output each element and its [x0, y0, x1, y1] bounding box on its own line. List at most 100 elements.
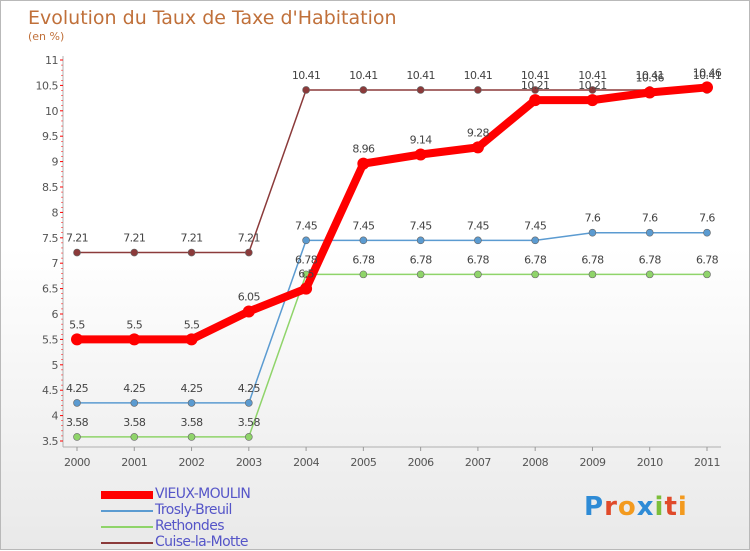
logo-letter: r — [604, 492, 618, 522]
logo-letter: i — [654, 492, 665, 522]
data-point-vieux-moulin — [414, 148, 427, 161]
data-point-vieux-moulin — [357, 157, 370, 170]
data-point-vieux-moulin — [701, 81, 713, 94]
data-label-trosly-breuil: 4.25 — [180, 382, 203, 395]
data-label-cuise-la-motte: 10.41 — [406, 69, 435, 82]
data-point-rethondes — [130, 433, 139, 441]
data-point-trosly-breuil — [703, 228, 711, 237]
data-point-cuise-la-motte — [302, 86, 310, 94]
data-point-vieux-moulin — [586, 94, 599, 107]
data-label-rethondes: 6.78 — [581, 253, 604, 266]
data-label-vieux-moulin: 6.5 — [298, 268, 314, 281]
data-label-cuise-la-motte: 10.41 — [349, 69, 378, 82]
data-label-cuise-la-motte: 10.41 — [464, 69, 493, 82]
data-label-vieux-moulin: 9.14 — [410, 133, 433, 146]
chart-subtitle: (en %) — [28, 30, 65, 43]
data-point-rethondes — [474, 270, 482, 279]
data-label-rethondes: 6.78 — [352, 253, 375, 266]
y-tick-label: 10 — [45, 105, 58, 118]
data-label-rethondes: 6.78 — [467, 253, 490, 266]
data-point-trosly-breuil — [588, 228, 597, 237]
x-tick-label: 2009 — [579, 456, 605, 469]
y-tick-label: 9 — [52, 156, 59, 169]
x-tick-label: 2010 — [637, 456, 663, 469]
data-point-cuise-la-motte — [130, 248, 139, 257]
data-point-trosly-breuil — [474, 236, 482, 245]
series-line-vieux-moulin — [73, 83, 711, 344]
data-point-rethondes — [703, 270, 711, 279]
legend-swatch — [101, 542, 153, 544]
data-point-vieux-moulin — [71, 333, 83, 346]
data-point-trosly-breuil — [645, 228, 654, 237]
legend-swatch — [101, 510, 153, 512]
data-point-vieux-moulin — [529, 94, 542, 107]
legend-swatch — [101, 526, 153, 528]
data-point-cuise-la-motte — [359, 86, 368, 94]
data-label-vieux-moulin: 10.21 — [521, 79, 550, 92]
x-tick-label: 2006 — [408, 456, 434, 469]
x-tick-label: 2000 — [64, 456, 90, 469]
data-label-cuise-la-motte: 7.21 — [66, 232, 88, 245]
data-label-trosly-breuil: 7.45 — [295, 219, 318, 232]
data-point-rethondes — [73, 433, 81, 441]
data-point-trosly-breuil — [245, 399, 253, 407]
y-tick-label: 8.5 — [42, 181, 58, 194]
series-line-rethondes — [76, 273, 708, 438]
x-tick-label: 2002 — [179, 456, 205, 469]
data-label-cuise-la-motte: 10.41 — [693, 69, 722, 82]
data-point-rethondes — [645, 270, 654, 279]
data-label-vieux-moulin: 9.28 — [467, 126, 490, 139]
data-label-rethondes: 6.78 — [696, 253, 719, 266]
data-label-cuise-la-motte: 7.21 — [180, 232, 202, 245]
data-label-trosly-breuil: 4.25 — [66, 382, 89, 395]
data-point-trosly-breuil — [531, 236, 539, 245]
data-point-trosly-breuil — [302, 236, 310, 245]
data-point-trosly-breuil — [416, 236, 425, 245]
data-point-rethondes — [416, 270, 425, 279]
data-label-cuise-la-motte: 10.41 — [635, 69, 664, 82]
data-point-trosly-breuil — [187, 399, 196, 407]
data-point-trosly-breuil — [73, 399, 81, 407]
legend-label: Rethondes — [155, 518, 225, 534]
data-label-vieux-moulin: 10.36 — [635, 72, 664, 85]
data-point-vieux-moulin — [185, 333, 198, 346]
y-tick-label: 5.5 — [42, 333, 58, 346]
legend-label: Cuise-la-Motte — [155, 534, 248, 550]
data-label-vieux-moulin: 6.05 — [238, 290, 261, 303]
data-label-rethondes: 6.78 — [295, 253, 318, 266]
data-point-cuise-la-motte — [73, 248, 81, 257]
logo-letter: o — [617, 492, 637, 522]
data-point-cuise-la-motte — [531, 86, 539, 94]
data-label-cuise-la-motte: 10.41 — [292, 69, 321, 82]
legend-label: Trosly-Breuil — [155, 502, 232, 518]
logo-letter: t — [664, 492, 678, 522]
data-label-cuise-la-motte: 7.21 — [238, 232, 260, 245]
data-point-cuise-la-motte — [416, 86, 425, 94]
logo-letter: i — [677, 492, 688, 522]
data-point-trosly-breuil — [359, 236, 368, 245]
legend-label: VIEUX-MOULIN — [155, 486, 251, 502]
data-point-rethondes — [245, 433, 253, 441]
y-tick-label: 6 — [52, 308, 59, 321]
series-line-trosly-breuil — [76, 231, 708, 404]
data-label-trosly-breuil: 7.6 — [699, 212, 715, 225]
x-tick-label: 2007 — [465, 456, 491, 469]
data-label-cuise-la-motte: 7.21 — [123, 232, 145, 245]
data-point-vieux-moulin — [471, 141, 484, 154]
data-label-trosly-breuil: 7.45 — [352, 219, 375, 232]
data-point-cuise-la-motte — [588, 86, 597, 94]
data-label-trosly-breuil: 4.25 — [238, 382, 261, 395]
y-tick-label: 6.5 — [42, 283, 58, 296]
y-tick-label: 4.5 — [42, 384, 58, 397]
y-tick-label: 3.5 — [42, 435, 58, 448]
data-point-cuise-la-motte — [245, 248, 253, 257]
data-label-vieux-moulin: 5.5 — [126, 318, 142, 331]
logo-letter: P — [584, 492, 605, 522]
y-tick-label: 7 — [52, 257, 59, 270]
data-point-vieux-moulin — [300, 282, 313, 295]
data-label-trosly-breuil: 7.6 — [585, 212, 601, 225]
data-point-cuise-la-motte — [187, 248, 196, 257]
data-point-rethondes — [588, 270, 597, 279]
